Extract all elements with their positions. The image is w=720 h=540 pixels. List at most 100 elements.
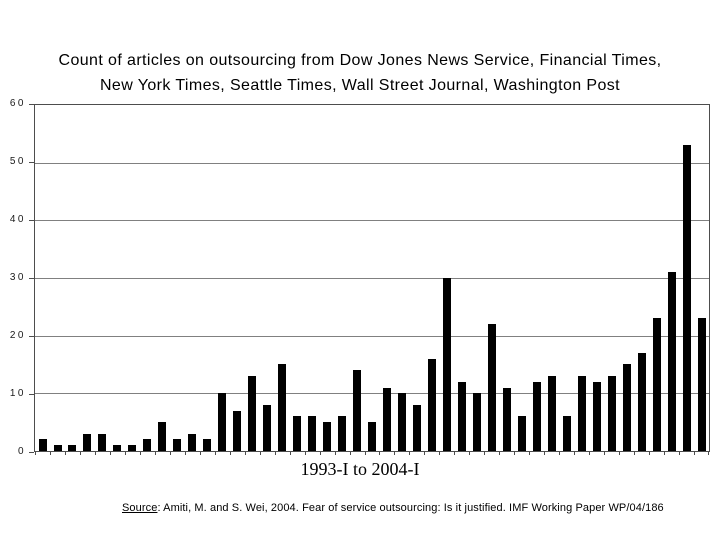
bar bbox=[68, 445, 77, 451]
bar bbox=[203, 439, 212, 451]
x-axis-tick bbox=[544, 451, 545, 455]
bar bbox=[383, 388, 391, 451]
y-axis-tick bbox=[29, 162, 34, 163]
y-axis-tick bbox=[29, 394, 34, 395]
bar bbox=[188, 434, 197, 451]
x-axis-tick bbox=[409, 451, 410, 455]
y-axis-tick-label: 60 bbox=[9, 98, 26, 109]
bar bbox=[607, 376, 616, 451]
bar bbox=[652, 318, 661, 451]
bar bbox=[338, 416, 346, 451]
source-text: : Amiti, M. and S. Wei, 2004. Fear of se… bbox=[157, 502, 664, 514]
bar bbox=[682, 145, 691, 451]
bar bbox=[562, 416, 571, 451]
bar bbox=[158, 422, 167, 451]
bar bbox=[173, 439, 182, 451]
x-axis-tick bbox=[589, 451, 590, 455]
x-axis-tick bbox=[305, 451, 306, 455]
bar bbox=[128, 445, 137, 451]
y-axis-tick bbox=[29, 104, 34, 105]
bar bbox=[323, 422, 332, 451]
x-axis-tick bbox=[439, 451, 440, 455]
gridline-40 bbox=[35, 220, 709, 221]
x-axis-label: 1993-I to 2004-I bbox=[300, 459, 420, 479]
bar bbox=[98, 434, 107, 451]
bar bbox=[547, 376, 556, 451]
bar bbox=[113, 445, 122, 451]
chart-title-line1: Count of articles on outsourcing from Do… bbox=[58, 52, 662, 69]
x-axis-tick bbox=[574, 451, 575, 455]
x-axis-tick bbox=[275, 451, 276, 455]
chart-title: Count of articles on outsourcing from Do… bbox=[0, 48, 720, 98]
bar bbox=[577, 376, 586, 451]
bar bbox=[38, 439, 47, 451]
bar bbox=[278, 364, 287, 451]
x-axis-tick bbox=[65, 451, 66, 455]
bar bbox=[308, 416, 317, 451]
x-axis-tick bbox=[200, 451, 201, 455]
y-axis-tick bbox=[29, 220, 34, 221]
x-axis-tick bbox=[365, 451, 366, 455]
bar bbox=[233, 411, 242, 451]
bar bbox=[427, 359, 436, 451]
x-axis-tick bbox=[95, 451, 96, 455]
bar bbox=[353, 370, 361, 451]
x-axis-tick bbox=[454, 451, 455, 455]
x-axis-tick bbox=[140, 451, 141, 455]
bar bbox=[667, 272, 676, 451]
x-axis-tick bbox=[514, 451, 515, 455]
x-axis-tick bbox=[350, 451, 351, 455]
bar bbox=[218, 393, 227, 451]
x-axis-tick bbox=[320, 451, 321, 455]
x-axis-tick bbox=[379, 451, 380, 455]
bar bbox=[487, 324, 496, 451]
bar bbox=[697, 318, 706, 451]
bar bbox=[53, 445, 62, 451]
y-axis-tick bbox=[29, 336, 34, 337]
x-axis-tick bbox=[604, 451, 605, 455]
bar bbox=[502, 388, 511, 451]
x-axis-tick bbox=[260, 451, 261, 455]
x-axis-tick bbox=[634, 451, 635, 455]
bar bbox=[472, 393, 481, 451]
y-axis-tick-label: 10 bbox=[9, 388, 26, 399]
bar bbox=[517, 416, 526, 451]
source-citation: Source: Amiti, M. and S. Wei, 2004. Fear… bbox=[122, 502, 712, 514]
bar bbox=[143, 439, 152, 451]
x-axis-tick bbox=[559, 451, 560, 455]
x-axis-tick bbox=[664, 451, 665, 455]
x-axis-tick bbox=[80, 451, 81, 455]
bar bbox=[592, 382, 601, 451]
x-axis-tick bbox=[499, 451, 500, 455]
bar bbox=[293, 416, 302, 451]
bar bbox=[442, 278, 451, 451]
x-axis-tick bbox=[125, 451, 126, 455]
gridline-20 bbox=[35, 336, 709, 337]
x-axis-tick bbox=[50, 451, 51, 455]
x-axis-tick bbox=[155, 451, 156, 455]
x-axis-tick bbox=[394, 451, 395, 455]
y-axis-tick-label: 0 bbox=[17, 446, 26, 457]
x-axis-tick bbox=[469, 451, 470, 455]
bar bbox=[622, 364, 631, 451]
gridline-10 bbox=[35, 393, 709, 394]
x-axis-tick bbox=[619, 451, 620, 455]
x-axis-tick bbox=[185, 451, 186, 455]
gridline-30 bbox=[35, 278, 709, 279]
bar bbox=[83, 434, 92, 451]
bar bbox=[368, 422, 376, 451]
x-axis-tick bbox=[245, 451, 246, 455]
y-axis-tick bbox=[29, 452, 34, 453]
bar bbox=[637, 353, 646, 451]
y-axis-tick-label: 30 bbox=[9, 272, 26, 283]
bar bbox=[398, 393, 406, 451]
x-axis-tick bbox=[35, 451, 36, 455]
x-axis-tick bbox=[290, 451, 291, 455]
x-axis-tick bbox=[484, 451, 485, 455]
y-axis-tick-label: 20 bbox=[9, 330, 26, 341]
x-axis-tick bbox=[215, 451, 216, 455]
bar bbox=[457, 382, 466, 451]
x-axis-tick bbox=[110, 451, 111, 455]
